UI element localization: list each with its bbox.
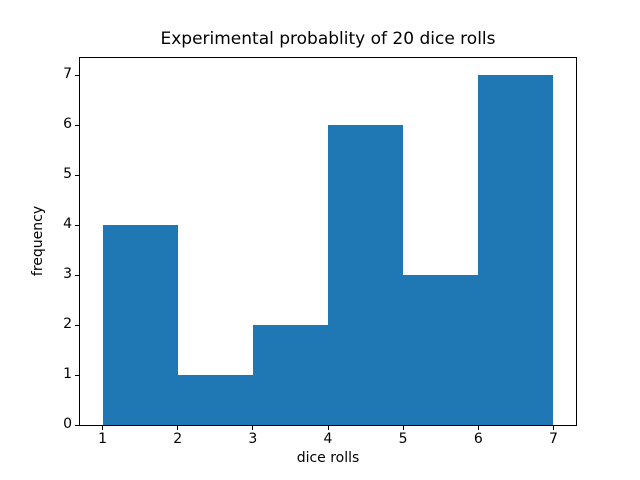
- y-tick-label: 7: [63, 66, 72, 83]
- chart-title: Experimental probablity of 20 dice rolls: [160, 29, 496, 49]
- y-tick-label: 6: [63, 116, 72, 133]
- y-tick-label: 2: [63, 316, 72, 333]
- y-tick-label: 3: [63, 266, 72, 283]
- x-tick-label: 1: [98, 431, 107, 447]
- y-axis-label: frequency: [30, 205, 46, 277]
- y-tick-label: 4: [63, 216, 72, 233]
- x-axis-label: dice rolls: [296, 450, 360, 466]
- x-tick-label: 5: [398, 431, 408, 447]
- histogram-bar: [328, 125, 404, 425]
- y-tick-mark: [75, 424, 79, 426]
- y-tick-mark: [75, 224, 79, 226]
- y-tick-mark: [75, 74, 79, 76]
- y-tick-label: 0: [63, 416, 72, 432]
- x-tick-label: 2: [173, 431, 183, 447]
- y-tick-mark: [75, 124, 79, 126]
- x-tick-mark: [552, 426, 554, 430]
- x-tick-mark: [402, 426, 404, 430]
- x-tick-mark: [102, 426, 104, 430]
- x-tick-label: 7: [548, 431, 558, 447]
- plot-area: 1 2 3 4 5 6 7 0 1 2 3 4 5 6 7: [63, 57, 577, 447]
- histogram-bar: [177, 375, 253, 425]
- y-tick-label: 1: [63, 366, 72, 383]
- histogram-bar: [102, 225, 178, 425]
- histogram-bar: [403, 275, 479, 425]
- x-tick-mark: [477, 426, 479, 430]
- x-tick-label: 6: [473, 431, 483, 447]
- x-tick-label: 3: [248, 431, 258, 447]
- y-tick-mark: [75, 174, 79, 176]
- x-tick-mark: [252, 426, 254, 430]
- histogram-bar: [252, 325, 328, 425]
- x-tick-label: 4: [323, 431, 333, 447]
- y-tick-mark: [75, 324, 79, 326]
- y-tick-mark: [75, 274, 79, 276]
- x-tick-mark: [327, 426, 329, 430]
- histogram-bar: [478, 75, 554, 425]
- y-tick-label: 5: [63, 166, 72, 183]
- x-tick-mark: [177, 426, 179, 430]
- y-tick-mark: [75, 374, 79, 376]
